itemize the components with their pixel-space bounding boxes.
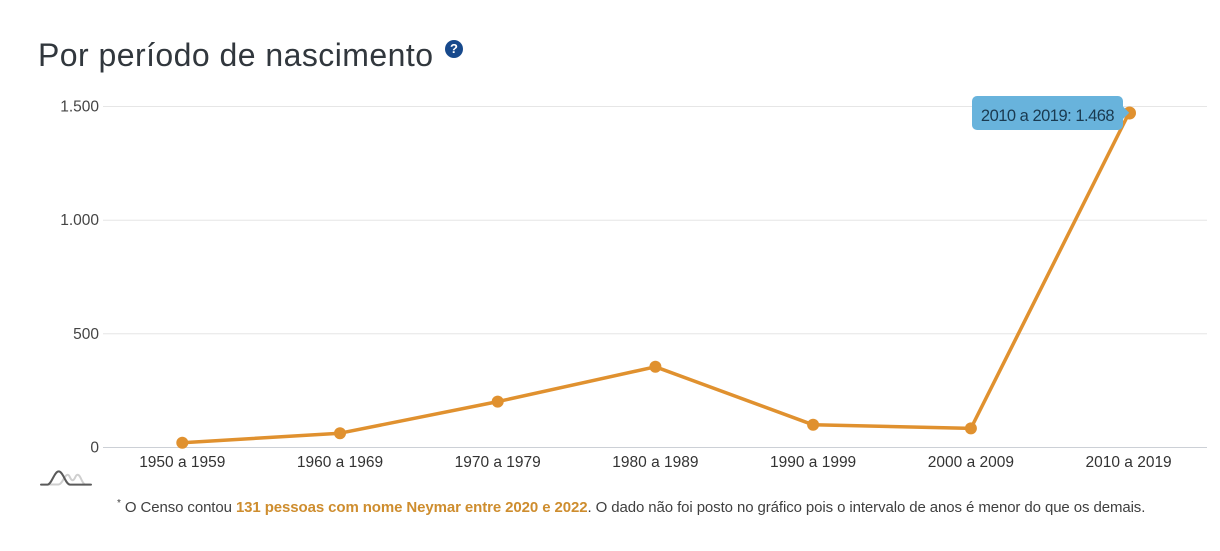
- svg-text:2000 a 2009: 2000 a 2009: [928, 454, 1014, 471]
- svg-text:1950 a 1959: 1950 a 1959: [139, 454, 225, 471]
- svg-text:2010 a 2019: 2010 a 2019: [1085, 454, 1171, 471]
- svg-text:500: 500: [73, 326, 99, 343]
- svg-text:1970 a 1979: 1970 a 1979: [455, 454, 541, 471]
- svg-text:1.500: 1.500: [60, 99, 99, 116]
- svg-text:1960 a 1969: 1960 a 1969: [297, 454, 383, 471]
- svg-text:2010 a 2019: 1.468: 2010 a 2019: 1.468: [981, 107, 1115, 125]
- svg-text:1.000: 1.000: [60, 212, 99, 229]
- svg-text:1990 a 1999: 1990 a 1999: [770, 454, 856, 471]
- svg-text:0: 0: [90, 440, 99, 457]
- svg-text:1980 a 1989: 1980 a 1989: [612, 454, 698, 471]
